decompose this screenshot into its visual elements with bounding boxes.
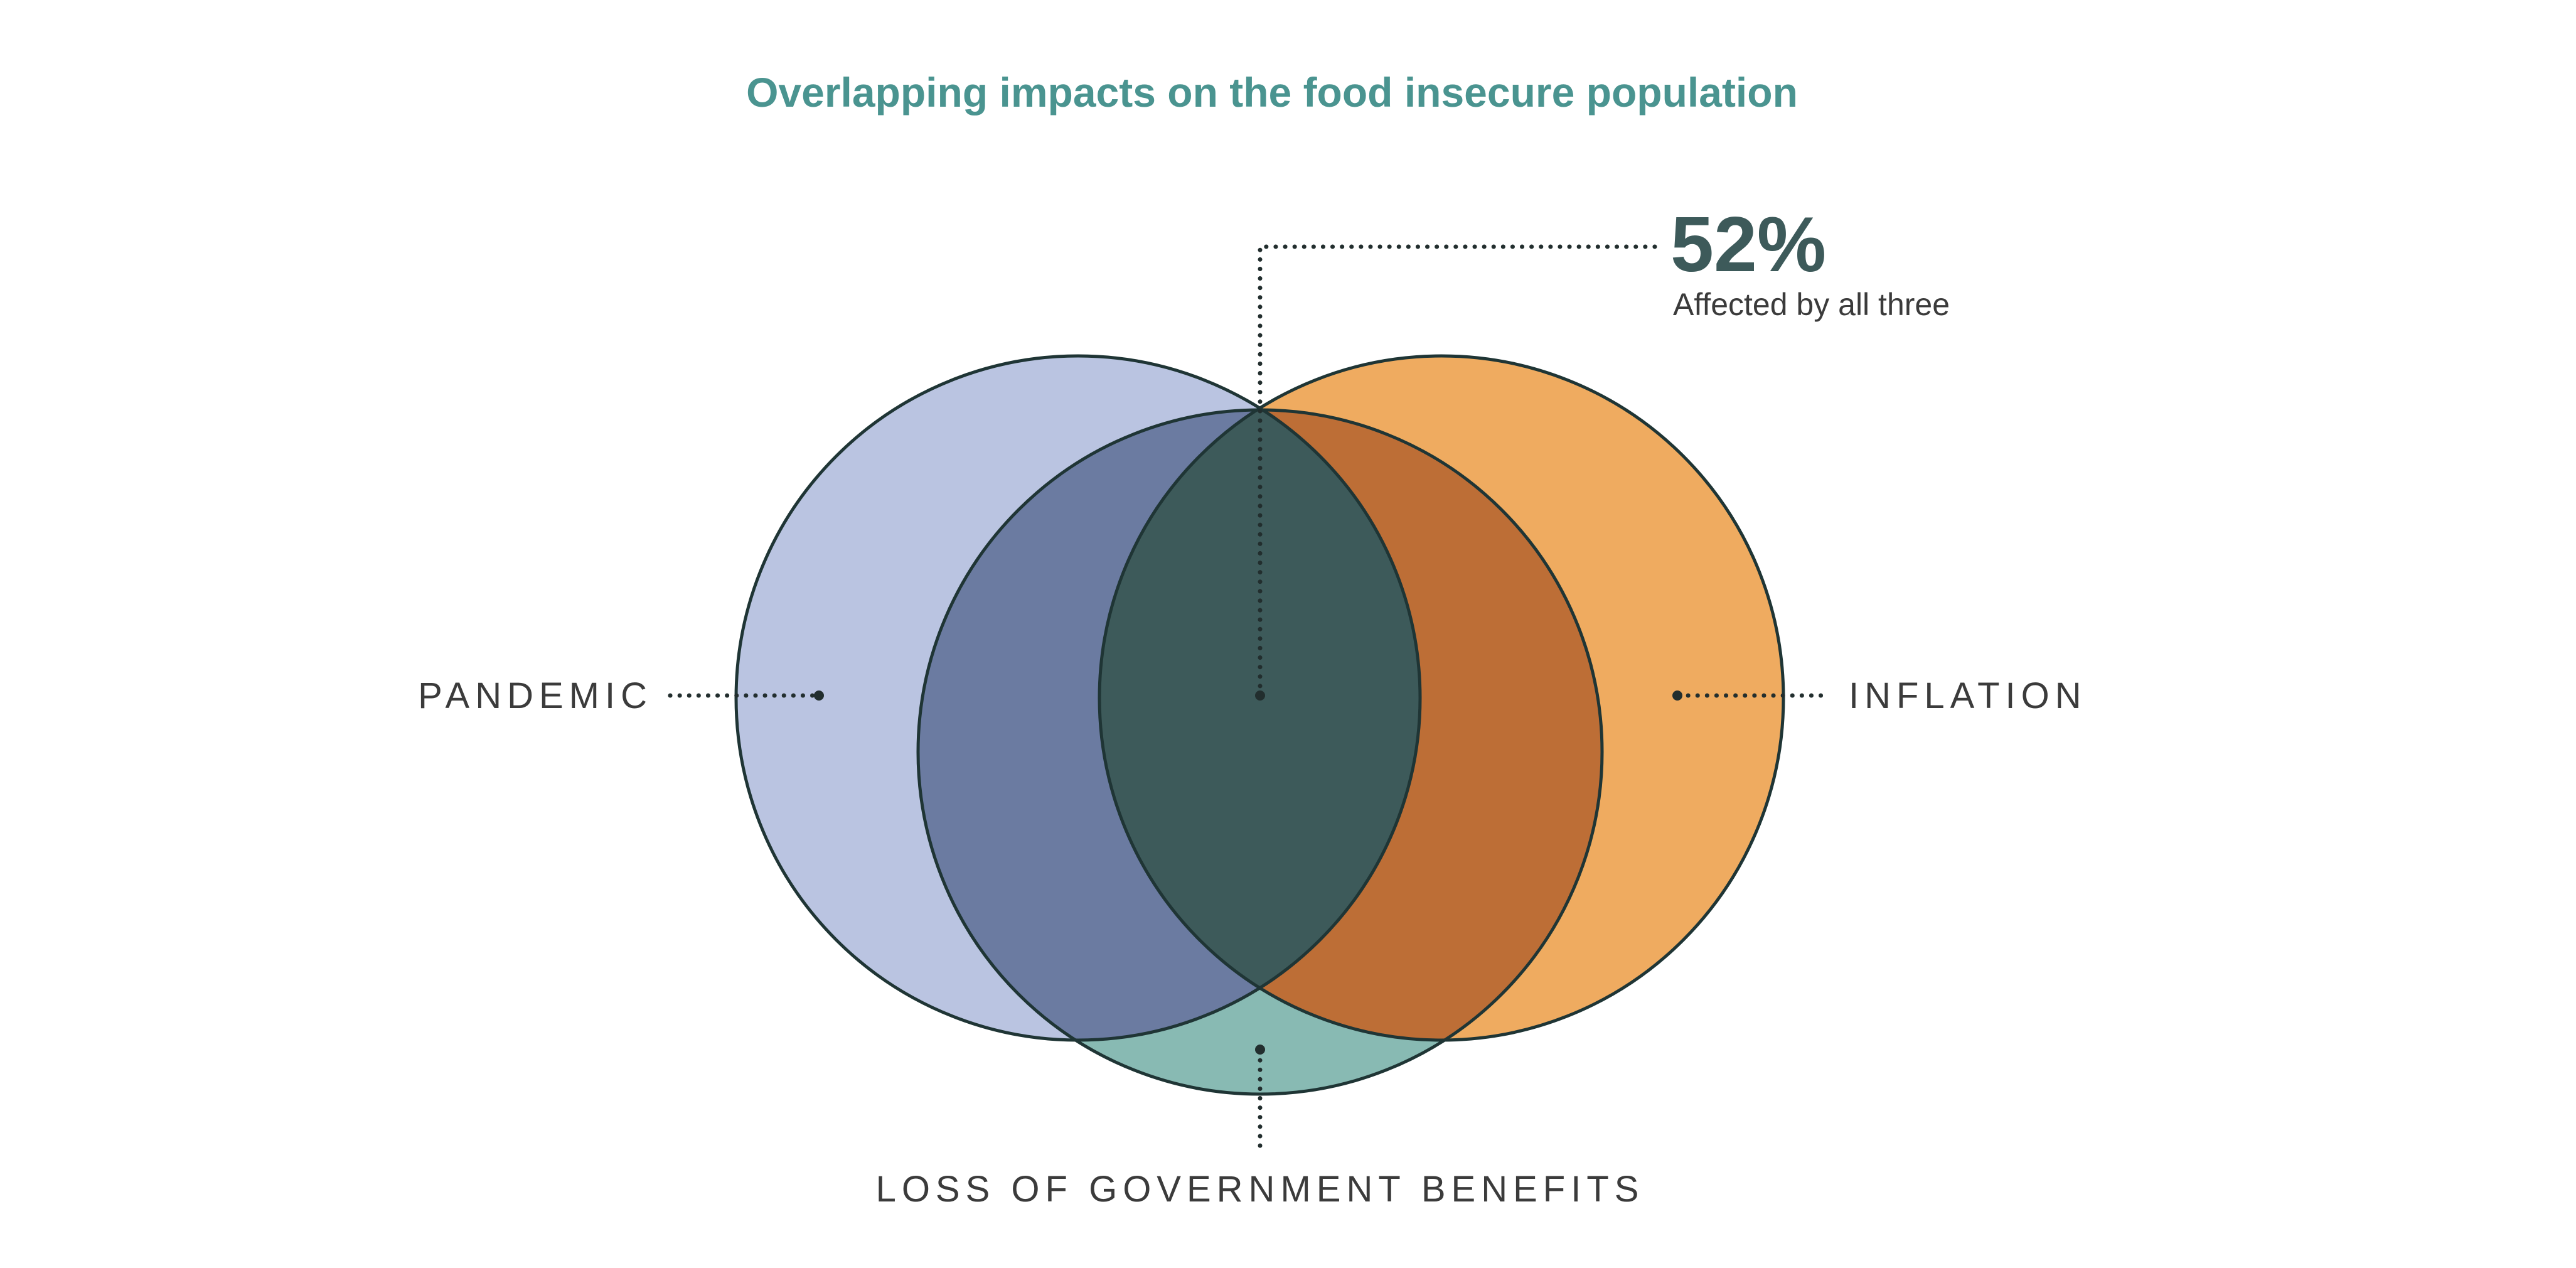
inflation-outline bbox=[1098, 354, 1785, 1042]
stat-caption: Affected by all three bbox=[1673, 287, 1950, 322]
all-three-overlap bbox=[1099, 356, 1420, 1040]
stat-leader-line bbox=[1258, 244, 1665, 698]
inflation-label: INFLATION bbox=[1849, 675, 2087, 716]
inflation-leader-dot bbox=[1672, 690, 1682, 701]
pandemic-leader-dot bbox=[814, 690, 824, 701]
benefits-label: LOSS OF GOVERNMENT BENEFITS bbox=[876, 1169, 1645, 1210]
chart-title: Overlapping impacts on the food insecure… bbox=[746, 69, 1798, 116]
stat-value: 52% bbox=[1670, 201, 1826, 288]
stat-leader-dot bbox=[1255, 690, 1265, 701]
pandemic-label: PANDEMIC bbox=[418, 675, 653, 716]
benefits-leader-dot bbox=[1255, 1045, 1265, 1055]
